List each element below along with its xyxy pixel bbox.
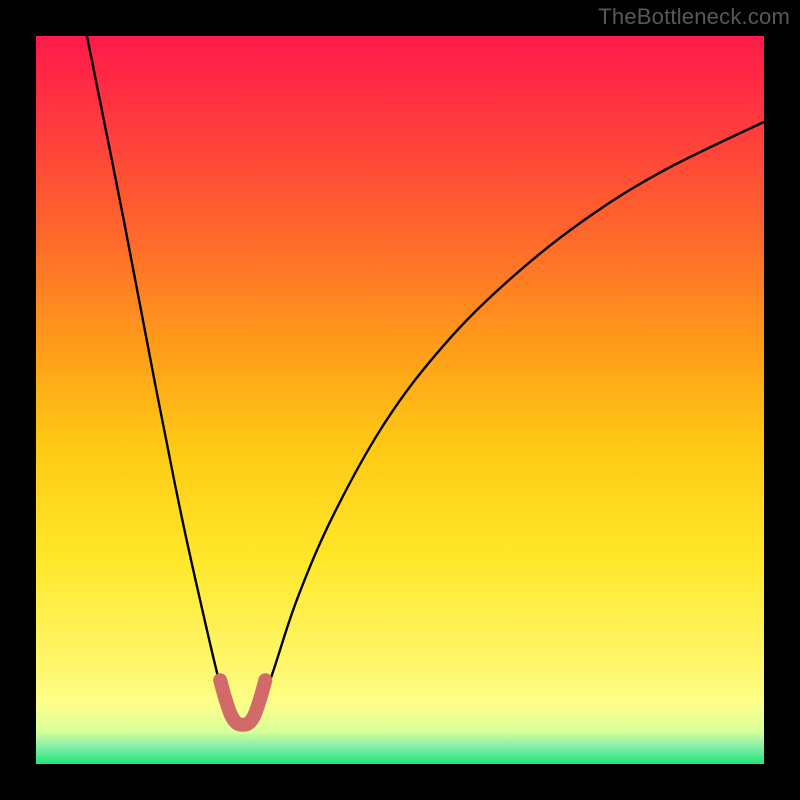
watermark-text: TheBottleneck.com [598,4,790,30]
plot-area [36,36,764,764]
chart-canvas: TheBottleneck.com [0,0,800,800]
plot-svg [36,36,764,764]
